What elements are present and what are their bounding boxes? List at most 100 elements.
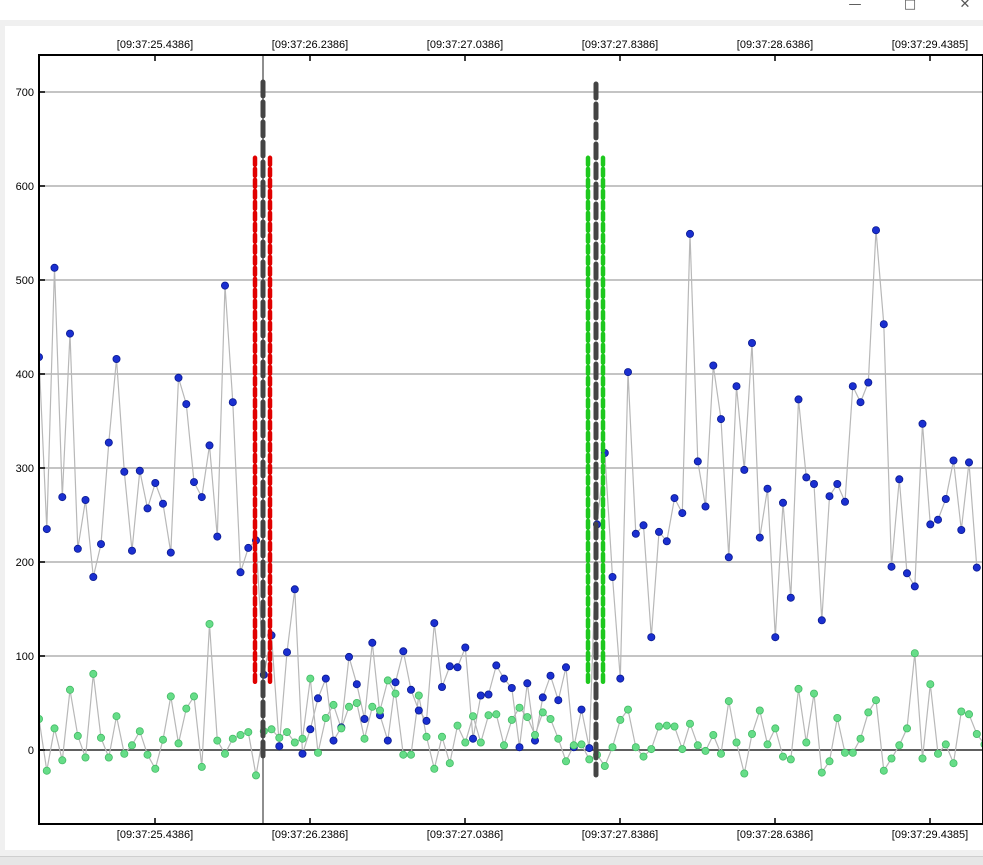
data-point-blue — [58, 493, 67, 502]
data-point-green — [174, 739, 183, 748]
data-point-blue — [934, 515, 943, 524]
data-point-blue — [631, 529, 640, 538]
data-point-green — [701, 746, 710, 755]
data-point-green — [282, 728, 291, 737]
data-point-blue — [236, 568, 245, 577]
data-point-blue — [414, 706, 423, 715]
data-point-blue — [422, 716, 431, 725]
data-point-blue — [825, 492, 834, 501]
data-point-green — [934, 749, 943, 758]
data-point-green — [771, 724, 780, 733]
data-point-blue — [841, 497, 850, 506]
data-point-blue — [290, 585, 299, 594]
data-point-green — [678, 745, 687, 754]
data-point-blue — [228, 398, 237, 407]
data-point-green — [779, 752, 788, 761]
data-point-green — [848, 748, 857, 757]
data-point-blue — [693, 457, 702, 466]
data-point-green — [344, 702, 353, 711]
close-icon[interactable]: ✕ — [959, 0, 971, 12]
x-tick-label-top: [09:37:27.8386] — [582, 39, 658, 51]
data-point-blue — [965, 458, 974, 467]
data-point-green — [639, 752, 648, 761]
grid-lines — [39, 55, 983, 824]
data-point-green — [717, 749, 726, 758]
data-point-green — [437, 732, 446, 741]
data-point-green — [468, 712, 477, 721]
data-point-blue — [430, 619, 439, 628]
data-point-blue — [151, 478, 160, 487]
x-tick-label-top: [09:37:28.6386] — [737, 39, 813, 51]
data-point-green — [833, 714, 842, 723]
data-point-blue — [639, 521, 648, 530]
data-point-blue — [492, 661, 501, 670]
data-point-blue — [717, 415, 726, 424]
data-point-blue — [344, 652, 353, 661]
data-point-blue — [523, 679, 532, 688]
data-point-blue — [670, 494, 679, 503]
data-point-blue — [810, 479, 819, 488]
y-tick-label: 400 — [16, 369, 34, 381]
data-point-blue — [585, 744, 594, 753]
data-point-green — [841, 748, 850, 757]
data-point-green — [313, 748, 322, 757]
x-tick-label-bottom: [09:37:26.2386] — [272, 829, 348, 841]
data-point-green — [941, 740, 950, 749]
data-point-blue — [957, 526, 966, 535]
data-point-blue — [724, 553, 733, 562]
data-point-blue — [298, 749, 307, 758]
axes — [38, 54, 983, 825]
data-point-blue — [686, 229, 695, 238]
data-point-green — [189, 692, 198, 701]
data-point-blue — [678, 509, 687, 518]
maximize-icon[interactable]: □ — [903, 0, 917, 12]
data-point-green — [406, 750, 415, 759]
data-point-green — [166, 692, 175, 701]
data-point-green — [585, 755, 594, 764]
data-point-blue — [538, 693, 547, 702]
data-point-green — [205, 620, 214, 629]
data-point-green — [856, 734, 865, 743]
data-point-green — [965, 710, 974, 719]
data-point-blue — [554, 696, 563, 705]
minimize-icon[interactable]: — — [848, 0, 862, 12]
data-point-blue — [166, 548, 175, 557]
data-point-green — [624, 705, 633, 714]
data-point-blue — [383, 736, 392, 745]
data-point-blue — [406, 685, 415, 694]
data-point-blue — [941, 494, 950, 503]
data-point-green — [957, 707, 966, 716]
data-point-green — [453, 721, 462, 730]
data-point-green — [251, 771, 260, 780]
data-point-blue — [848, 382, 857, 391]
data-point-blue — [895, 475, 904, 484]
data-point-green — [244, 728, 253, 737]
data-point-green — [383, 676, 392, 685]
data-point-green — [321, 714, 330, 723]
data-point-green — [375, 706, 384, 715]
data-point-green — [693, 741, 702, 750]
data-point-blue — [213, 532, 222, 541]
data-point-blue — [42, 525, 51, 534]
data-point-green — [499, 741, 508, 750]
data-point-blue — [468, 734, 477, 743]
data-points — [39, 226, 983, 780]
data-point-blue — [275, 742, 284, 751]
data-point-green — [89, 669, 98, 678]
data-point-green — [158, 735, 167, 744]
data-point-blue — [453, 663, 462, 672]
data-point-green — [895, 741, 904, 750]
data-point-green — [903, 724, 912, 733]
x-tick-label-bottom: [09:37:27.8386] — [582, 829, 658, 841]
plot-background — [39, 55, 983, 824]
data-point-green — [662, 721, 671, 730]
data-point-green — [546, 715, 555, 724]
data-point-blue — [313, 694, 322, 703]
data-point-green — [422, 732, 431, 741]
y-tick-label: 300 — [16, 463, 34, 475]
data-point-blue — [546, 671, 555, 680]
data-point-green — [554, 734, 563, 743]
data-point-green — [50, 724, 59, 733]
data-point-green — [143, 750, 152, 759]
data-point-blue — [562, 663, 571, 672]
